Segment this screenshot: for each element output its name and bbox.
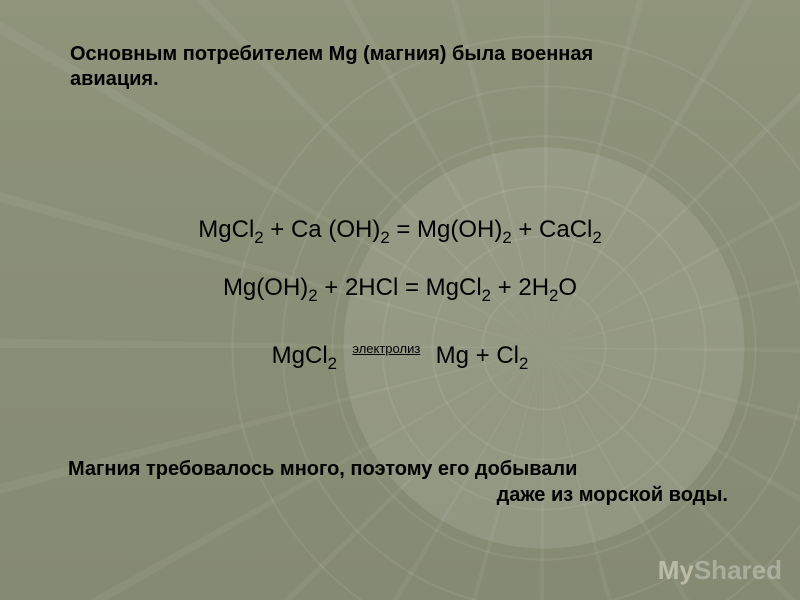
footer-line-2: даже из морской воды. — [68, 482, 738, 508]
watermark-my: My — [658, 555, 694, 585]
equation-1-block: MgCl2 + Ca (OH)2 = Mg(OH)2 + CaCl2 — [0, 218, 800, 242]
equation-3-block: MgCl2 электролиз Mg + Cl2 — [0, 344, 800, 368]
watermark-shared: Shared — [694, 555, 782, 585]
equation-3: MgCl2 электролиз Mg + Cl2 — [272, 344, 529, 368]
equation-1: MgCl2 + Ca (OH)2 = Mg(OH)2 + CaCl2 — [198, 218, 601, 242]
eq3-arrow-label: электролиз — [352, 341, 420, 356]
equation-2-block: Mg(OH)2 + 2HCl = MgCl2 + 2H2O — [0, 276, 800, 300]
eq3-left: MgCl2 — [272, 342, 337, 369]
eq3-right: Mg + Cl2 — [436, 342, 529, 369]
footer-line-1: Магния требовалось много, поэтому его до… — [68, 458, 577, 480]
slide-container: Основным потребителем Mg (магния) была в… — [0, 0, 800, 600]
equation-2: Mg(OH)2 + 2HCl = MgCl2 + 2H2O — [223, 276, 577, 300]
slide-heading: Основным потребителем Mg (магния) была в… — [70, 42, 650, 92]
watermark: MyShared — [658, 555, 782, 586]
slide-footer: Магния требовалось много, поэтому его до… — [68, 456, 738, 508]
